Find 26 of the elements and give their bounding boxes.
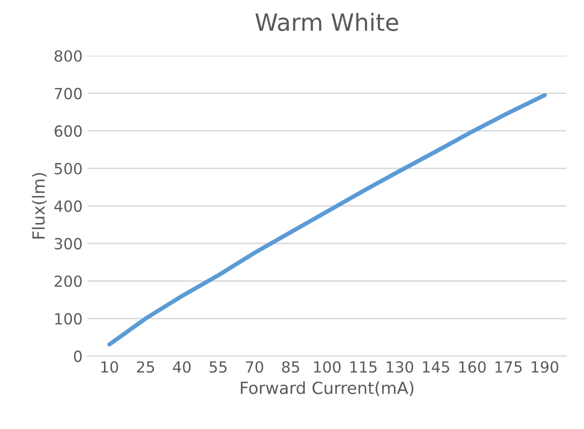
y-tick-label: 700 bbox=[54, 88, 82, 100]
x-tick-label: 40 bbox=[172, 361, 191, 373]
y-tick-label: 300 bbox=[54, 238, 82, 250]
y-tick-label: 600 bbox=[54, 125, 82, 137]
x-tick-label: 85 bbox=[282, 361, 300, 373]
x-tick-label: 130 bbox=[386, 361, 414, 373]
x-tick-label: 10 bbox=[101, 361, 118, 373]
y-axis-title: Flux(lm) bbox=[32, 173, 47, 239]
chart-title: Warm White bbox=[255, 12, 398, 32]
y-tick-label: 400 bbox=[54, 200, 82, 212]
x-tick-label: 100 bbox=[314, 361, 341, 373]
y-tick-label: 0 bbox=[74, 350, 82, 362]
x-tick-label: 115 bbox=[350, 361, 377, 373]
x-tick-label: 55 bbox=[210, 361, 227, 373]
line-series bbox=[107, 93, 547, 347]
x-tick-label: 70 bbox=[246, 361, 264, 373]
x-axis-title: Forward Current(mA) bbox=[240, 381, 414, 396]
x-tick-label: 190 bbox=[532, 361, 558, 373]
x-tick-label: 175 bbox=[496, 361, 522, 373]
x-tick-label: 145 bbox=[422, 361, 450, 373]
y-tick-label: 100 bbox=[55, 313, 82, 325]
y-tick-label: 800 bbox=[54, 50, 82, 62]
y-tick-label: 500 bbox=[54, 162, 82, 174]
x-tick-label: 160 bbox=[459, 361, 486, 373]
y-tick-label: 200 bbox=[54, 275, 82, 288]
x-tick-label: 25 bbox=[137, 361, 154, 373]
